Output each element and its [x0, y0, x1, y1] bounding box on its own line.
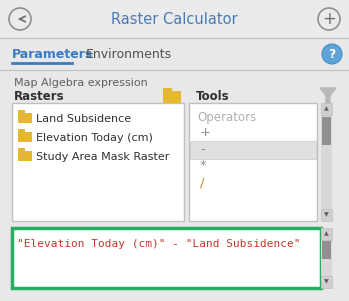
Bar: [163, 91, 181, 103]
Bar: [321, 276, 332, 288]
Bar: [0, 0, 349, 38]
Bar: [189, 103, 317, 221]
Bar: [321, 103, 332, 221]
Text: *: *: [200, 160, 207, 172]
Text: Study Area Mask Raster: Study Area Mask Raster: [36, 152, 169, 162]
Text: ▼: ▼: [324, 280, 329, 284]
Text: "Elevation Today (cm)" - "Land Subsidence": "Elevation Today (cm)" - "Land Subsidenc…: [17, 239, 300, 249]
Text: ▲: ▲: [324, 231, 329, 237]
Bar: [18, 148, 25, 152]
Text: ?: ?: [328, 48, 336, 61]
Text: Environments: Environments: [86, 48, 172, 61]
Text: Parameters: Parameters: [12, 48, 93, 61]
Bar: [0, 70, 349, 301]
Text: +: +: [200, 126, 211, 139]
Bar: [321, 228, 332, 240]
Bar: [18, 132, 32, 142]
Text: Tools: Tools: [196, 89, 230, 103]
Text: Rasters: Rasters: [14, 89, 65, 103]
Text: -: -: [200, 144, 205, 157]
Bar: [18, 151, 32, 161]
Text: Land Subsidence: Land Subsidence: [36, 114, 131, 124]
Bar: [321, 103, 332, 115]
Text: Raster Calculator: Raster Calculator: [111, 11, 238, 26]
Text: Operators: Operators: [197, 111, 256, 125]
Text: ▲: ▲: [324, 107, 329, 111]
Text: +: +: [322, 10, 336, 28]
Bar: [321, 209, 332, 221]
Bar: [163, 88, 172, 93]
Polygon shape: [320, 88, 336, 106]
Bar: [322, 241, 331, 259]
Text: Elevation Today (cm): Elevation Today (cm): [36, 133, 153, 143]
Circle shape: [322, 44, 342, 64]
Bar: [18, 110, 25, 114]
Bar: [321, 228, 332, 288]
Bar: [190, 141, 316, 159]
Text: /: /: [200, 176, 205, 190]
Text: ▼: ▼: [324, 213, 329, 218]
Bar: [12, 103, 184, 221]
Bar: [18, 113, 32, 123]
Bar: [0, 38, 349, 70]
Bar: [18, 129, 25, 133]
Bar: [12, 228, 321, 288]
Bar: [322, 117, 331, 145]
Text: Map Algebra expression: Map Algebra expression: [14, 78, 148, 88]
